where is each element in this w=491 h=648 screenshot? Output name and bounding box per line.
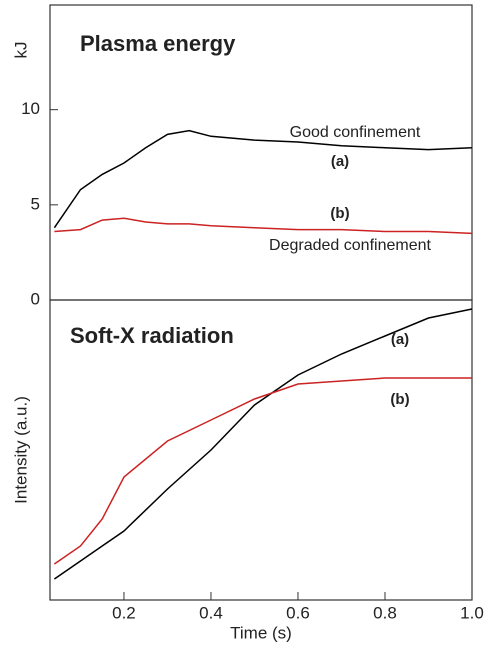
annotation: Good confinement (290, 124, 421, 141)
y-tick-label: 0 (31, 289, 40, 308)
series-line (54, 217, 473, 235)
annotation: (a) (331, 153, 349, 170)
annotation: (b) (390, 391, 409, 408)
x-axis-label: Time (s) (230, 623, 292, 642)
plot-frame (49, 299, 473, 601)
x-tick-label: 0.4 (199, 603, 223, 622)
y-tick-label: 10 (21, 99, 40, 118)
x-tick-label: 0.2 (112, 603, 136, 622)
x-tick-label: 1.0 (460, 603, 484, 622)
annotation: (b) (330, 205, 349, 222)
y-axis-label: Intensity (a.u.) (11, 396, 30, 504)
panel-title: Soft-X radiation (70, 323, 234, 348)
annotation: Degraded confinement (269, 237, 431, 254)
series-line (53, 129, 473, 229)
x-tick-label: 0.8 (373, 603, 397, 622)
annotation: (a) (391, 331, 409, 348)
y-axis-label: kJ (11, 42, 30, 59)
x-tick-label: 0.6 (286, 603, 310, 622)
series-line (53, 308, 473, 580)
y-tick-label: 5 (31, 194, 40, 213)
series-line (53, 377, 472, 565)
panel-title: Plasma energy (80, 31, 236, 56)
